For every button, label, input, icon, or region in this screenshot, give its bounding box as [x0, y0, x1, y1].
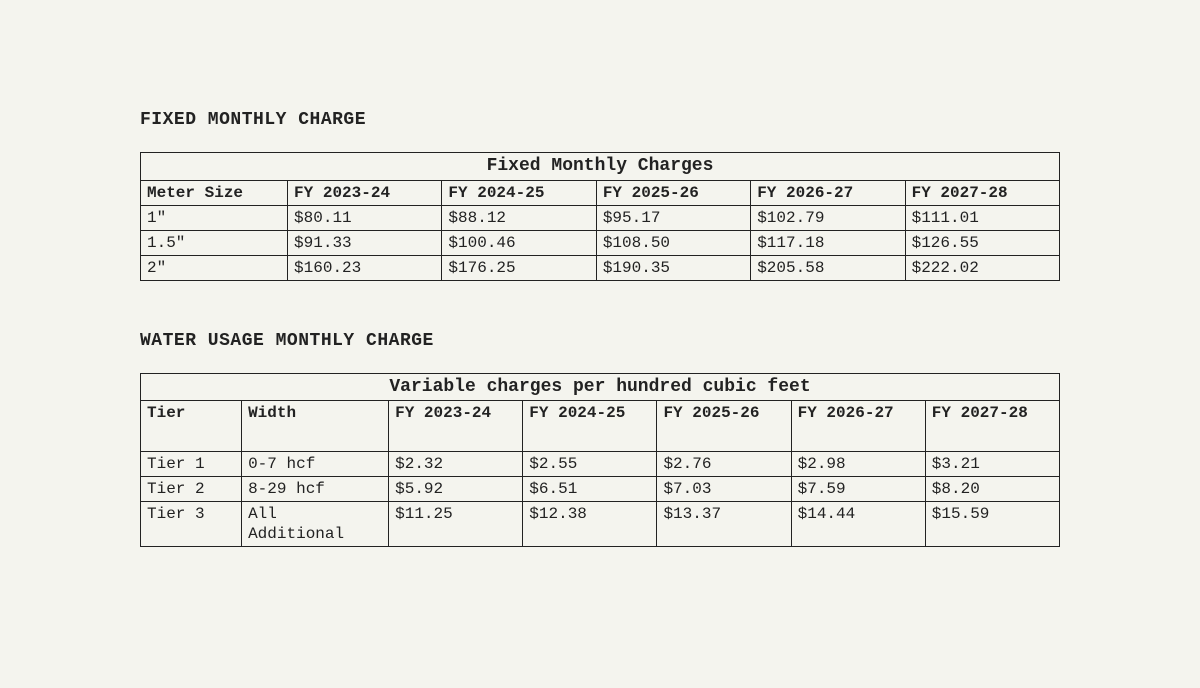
cell: 1″ — [141, 205, 288, 230]
cell: $12.38 — [523, 502, 657, 547]
cell: 8-29 hcf — [242, 477, 389, 502]
var-col-fy25-26: FY 2025-26 — [657, 401, 791, 452]
cell: $117.18 — [751, 230, 905, 255]
fixed-col-meter-size: Meter Size — [141, 180, 288, 205]
variable-table-title-row: Variable charges per hundred cubic feet — [141, 373, 1060, 401]
cell: $80.11 — [288, 205, 442, 230]
cell: $7.03 — [657, 477, 791, 502]
variable-charge-table-wrap: Variable charges per hundred cubic feet … — [140, 373, 1060, 548]
cell: $2.32 — [389, 452, 523, 477]
cell: $14.44 — [791, 502, 925, 547]
cell: Tier 1 — [141, 452, 242, 477]
cell: $126.55 — [905, 230, 1059, 255]
var-col-fy24-25: FY 2024-25 — [523, 401, 657, 452]
cell: $13.37 — [657, 502, 791, 547]
fixed-col-fy26-27: FY 2026-27 — [751, 180, 905, 205]
fixed-col-fy24-25: FY 2024-25 — [442, 180, 596, 205]
variable-charge-table: Variable charges per hundred cubic feet … — [140, 373, 1060, 548]
fixed-table-header-row: Meter Size FY 2023-24 FY 2024-25 FY 2025… — [141, 180, 1060, 205]
fixed-col-fy25-26: FY 2025-26 — [596, 180, 750, 205]
cell: $160.23 — [288, 255, 442, 280]
page: FIXED MONTHLY CHARGE Fixed Monthly Charg… — [0, 0, 1200, 637]
cell: $190.35 — [596, 255, 750, 280]
cell: 1.5″ — [141, 230, 288, 255]
var-col-fy27-28: FY 2027-28 — [925, 401, 1059, 452]
cell: $2.76 — [657, 452, 791, 477]
cell: $176.25 — [442, 255, 596, 280]
cell: $205.58 — [751, 255, 905, 280]
cell: $88.12 — [442, 205, 596, 230]
fixed-table-title-row: Fixed Monthly Charges — [141, 153, 1060, 181]
cell: $91.33 — [288, 230, 442, 255]
cell: 2″ — [141, 255, 288, 280]
cell: $2.98 — [791, 452, 925, 477]
cell: Tier 2 — [141, 477, 242, 502]
cell: $5.92 — [389, 477, 523, 502]
cell: $3.21 — [925, 452, 1059, 477]
cell: 0-7 hcf — [242, 452, 389, 477]
table-row: Tier 2 8-29 hcf $5.92 $6.51 $7.03 $7.59 … — [141, 477, 1060, 502]
water-usage-heading: WATER USAGE MONTHLY CHARGE — [140, 331, 1060, 351]
var-col-tier: Tier — [141, 401, 242, 452]
variable-table-header-row: Tier Width FY 2023-24 FY 2024-25 FY 2025… — [141, 401, 1060, 452]
var-col-width: Width — [242, 401, 389, 452]
cell: $222.02 — [905, 255, 1059, 280]
cell: $11.25 — [389, 502, 523, 547]
cell: $102.79 — [751, 205, 905, 230]
cell: $6.51 — [523, 477, 657, 502]
fixed-charge-heading: FIXED MONTHLY CHARGE — [140, 110, 1060, 130]
table-row: Tier 1 0-7 hcf $2.32 $2.55 $2.76 $2.98 $… — [141, 452, 1060, 477]
cell: $2.55 — [523, 452, 657, 477]
cell: $111.01 — [905, 205, 1059, 230]
fixed-charge-table: Fixed Monthly Charges Meter Size FY 2023… — [140, 152, 1060, 281]
cell: All Additional — [242, 502, 389, 547]
table-row: 1″ $80.11 $88.12 $95.17 $102.79 $111.01 — [141, 205, 1060, 230]
table-row: 1.5″ $91.33 $100.46 $108.50 $117.18 $126… — [141, 230, 1060, 255]
fixed-col-fy27-28: FY 2027-28 — [905, 180, 1059, 205]
table-row: Tier 3 All Additional $11.25 $12.38 $13.… — [141, 502, 1060, 547]
table-row: 2″ $160.23 $176.25 $190.35 $205.58 $222.… — [141, 255, 1060, 280]
var-col-fy23-24: FY 2023-24 — [389, 401, 523, 452]
cell: $15.59 — [925, 502, 1059, 547]
var-col-fy26-27: FY 2026-27 — [791, 401, 925, 452]
cell: $7.59 — [791, 477, 925, 502]
cell: $95.17 — [596, 205, 750, 230]
fixed-col-fy23-24: FY 2023-24 — [288, 180, 442, 205]
cell: $100.46 — [442, 230, 596, 255]
fixed-charge-table-wrap: Fixed Monthly Charges Meter Size FY 2023… — [140, 152, 1060, 281]
cell: Tier 3 — [141, 502, 242, 547]
cell: $108.50 — [596, 230, 750, 255]
fixed-table-title: Fixed Monthly Charges — [141, 153, 1060, 181]
variable-table-title: Variable charges per hundred cubic feet — [141, 373, 1060, 401]
cell: $8.20 — [925, 477, 1059, 502]
